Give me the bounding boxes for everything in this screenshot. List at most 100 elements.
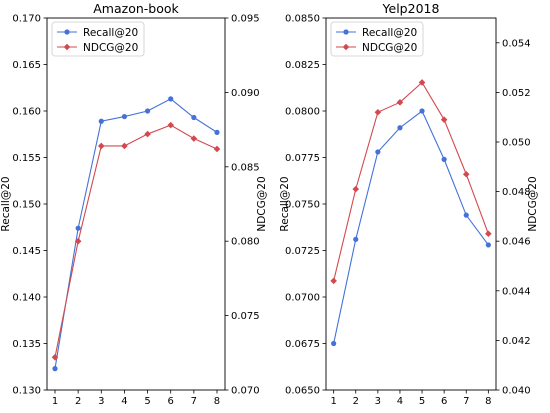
y2-tick-label: 0.048 [502,187,531,198]
data-point [51,353,59,361]
y-tick-label: 0.160 [12,107,41,118]
data-point [213,145,221,153]
data-point [121,113,128,120]
data-point [353,236,359,242]
data-point [419,108,425,114]
data-point [190,135,198,142]
data-point [121,142,128,150]
data-point [214,129,220,135]
data-point [52,366,58,372]
y2-tick-label: 0.075 [231,311,260,322]
legend-label: Recall@20 [83,27,138,39]
legend-marker [64,29,70,35]
y2-tick-label: 0.085 [231,162,260,173]
data-point [396,99,404,106]
data-point [74,237,82,245]
data-point [441,156,447,162]
data-point [418,79,426,86]
plot-frame [46,17,226,391]
data-point [330,277,337,285]
series-line-ndcg [54,124,218,358]
y-tick-label: 0.0750 [285,200,320,211]
x-tick-label: 2 [75,396,81,407]
y2-tick-label: 0.090 [231,88,260,99]
x-tick-label: 3 [98,396,104,407]
series-line-ndcg [333,81,489,282]
x-tick-label: 5 [144,396,150,407]
y-tick-label: 0.0700 [285,293,320,304]
data-point [191,114,197,121]
data-point [397,125,403,131]
y2-tick-label: 0.042 [502,336,531,347]
y-tick-label: 0.150 [12,200,41,211]
x-tick-label: 7 [191,396,197,407]
y-tick-label: 0.0775 [285,153,320,164]
x-tick-label: 1 [52,396,58,407]
x-tick-label: 7 [463,396,469,407]
data-point [485,242,491,248]
y-tick-label: 0.0650 [285,386,320,397]
chart-title: Yelp2018 [382,1,440,16]
y2-tick-label: 0.044 [502,286,531,297]
data-point [97,142,105,150]
series-line-recall [54,98,218,369]
data-point [75,225,81,231]
x-tick-label: 8 [485,396,491,407]
y-tick-label: 0.0675 [285,339,320,350]
y-tick-label: 0.130 [12,386,41,397]
x-tick-label: 5 [419,396,425,407]
data-point [144,130,151,138]
data-point [462,170,470,178]
data-point [98,118,104,124]
x-tick-label: 4 [397,396,403,407]
x-tick-label: 6 [168,396,174,407]
y-tick-label: 0.165 [12,60,41,71]
series-line-recall [333,110,489,344]
y-tick-label: 0.0725 [285,246,320,257]
x-tick-label: 2 [353,396,359,407]
data-point [352,185,360,193]
y2-tick-label: 0.046 [502,237,531,248]
data-point [485,230,492,238]
chart-panel-1: Amazon-book 1 2 3 4 5 6 7 8 0.130 0.135 0.140 0.145 0… [0,1,268,407]
data-point [144,108,151,114]
y2-tick-label: 0.054 [502,38,531,49]
y-tick-label: 0.170 [12,14,41,25]
y2-axis-label: NDCG@20 [256,176,268,231]
y2-tick-label: 0.050 [502,138,531,149]
data-point [168,96,174,102]
y-tick-label: 0.155 [12,153,41,164]
data-point [440,116,448,123]
y-tick-label: 0.145 [12,246,41,257]
legend-marker [342,43,350,51]
legend-label: Recall@20 [362,27,417,39]
data-point [375,149,381,155]
data-point [374,108,382,116]
legend-label: NDCG@20 [362,42,417,54]
data-point [167,121,175,129]
y2-tick-label: 0.080 [231,237,260,248]
chart-panel-2: Yelp2018 1 2 3 4 5 6 7 8 0.0650 0.0675 0.0700 0.0725… [279,1,539,407]
legend-marker [343,29,349,35]
y-tick-label: 0.0825 [285,60,320,71]
y-tick-label: 0.135 [12,339,41,350]
plot-frame [325,17,497,391]
y-tick-label: 0.0800 [285,107,320,118]
y2-tick-label: 0.052 [502,88,531,99]
y2-axis-label: NDCG@20 [527,176,539,231]
legend-label: NDCG@20 [83,42,138,54]
x-tick-label: 8 [214,396,220,407]
x-tick-label: 4 [121,396,127,407]
y2-tick-label: 0.040 [502,386,531,397]
y2-tick-label: 0.070 [231,386,260,397]
chart-title: Amazon-book [93,1,179,16]
y-tick-label: 0.0850 [285,14,320,25]
x-tick-label: 3 [375,396,381,407]
y2-tick-label: 0.095 [231,14,260,25]
y-axis-label: Recall@20 [0,176,12,231]
x-tick-label: 1 [330,396,336,407]
x-tick-label: 6 [441,396,447,407]
y-tick-label: 0.140 [12,293,41,304]
y-axis-label: Recall@20 [279,176,291,231]
